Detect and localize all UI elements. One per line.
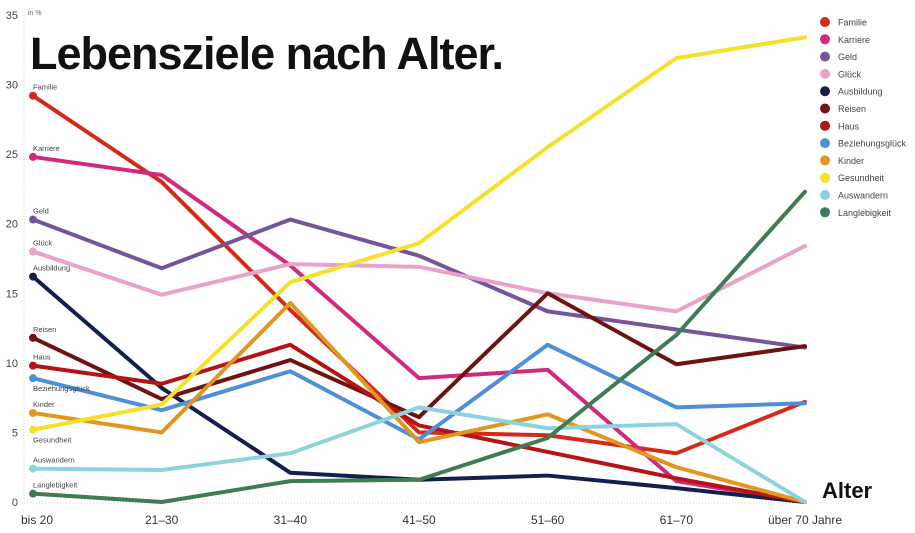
- series-start-point: [29, 272, 37, 281]
- legend-marker: [820, 86, 830, 97]
- legend-marker: [820, 34, 830, 45]
- series-line-langlebigkeit: [31, 189, 807, 504]
- x-tick-label: 21–30: [145, 513, 179, 527]
- y-axis-unit: in %: [28, 10, 42, 17]
- series-inline-label: Auswandern: [33, 456, 75, 465]
- series-inline-label: Glück: [33, 239, 52, 248]
- legend-marker: [820, 103, 830, 114]
- x-tick-label: über 70 Jahre: [768, 513, 842, 527]
- series-start-point: [29, 333, 37, 342]
- legend-label: Kinder: [838, 156, 864, 166]
- y-tick-label: 10: [6, 358, 18, 370]
- legend-marker: [820, 190, 830, 200]
- legend-marker: [820, 51, 830, 62]
- series-start-point: [29, 425, 37, 434]
- series-inline-label: Reisen: [33, 325, 56, 334]
- x-tick-label: 51–60: [531, 513, 565, 527]
- series-line-glück: [31, 243, 807, 314]
- x-axis-label: Alter: [822, 478, 873, 503]
- series-start-point: [29, 91, 37, 100]
- y-tick-label: 30: [6, 80, 18, 92]
- series-start-point: [29, 489, 37, 498]
- legend-marker: [820, 17, 830, 27]
- y-tick-label: 35: [6, 10, 18, 22]
- legend-label: Glück: [838, 69, 862, 79]
- series-inline-label: Familie: [33, 83, 57, 92]
- legend-label: Karriere: [838, 35, 870, 45]
- legend-marker: [820, 68, 830, 79]
- y-tick-label: 15: [6, 288, 18, 300]
- series-inline-label: Beziehungsglück: [33, 384, 90, 393]
- x-tick-label: 61–70: [660, 513, 694, 527]
- legend-marker: [820, 155, 830, 166]
- series-inline-label: Kinder: [33, 400, 55, 409]
- legend-label: Geld: [838, 52, 857, 62]
- x-tick-label: 31–40: [274, 513, 308, 527]
- legend-marker: [820, 207, 830, 218]
- legend-label: Langlebigkeit: [838, 208, 892, 218]
- y-tick-label: 0: [12, 497, 18, 509]
- series-inline-label: Ausbildung: [33, 264, 70, 273]
- series-line-familie: [31, 93, 807, 456]
- legend-label: Ausbildung: [838, 87, 883, 97]
- series-line-karriere: [31, 154, 807, 504]
- legend-marker: [820, 120, 830, 131]
- series-inline-label: Geld: [33, 207, 49, 216]
- y-tick-label: 5: [12, 427, 18, 439]
- legend-label: Haus: [838, 121, 860, 131]
- legend-label: Familie: [838, 18, 867, 28]
- legend-label: Beziehungsglück: [838, 139, 907, 149]
- x-tick-label: 41–50: [402, 513, 436, 527]
- y-tick-label: 25: [6, 149, 18, 161]
- series-start-point: [29, 215, 37, 224]
- series-start-point: [29, 464, 37, 473]
- series-line-auswandern: [31, 405, 807, 504]
- series-start-point: [29, 408, 37, 417]
- series-inline-label: Langlebigkeit: [33, 481, 78, 490]
- series-start-point: [29, 152, 37, 161]
- legend-marker: [820, 138, 830, 149]
- chart-title: Lebensziele nach Alter.: [30, 28, 504, 79]
- series-inline-label: Haus: [33, 353, 51, 362]
- series-line-geld: [31, 217, 807, 350]
- series-start-point: [29, 361, 37, 370]
- series-line-haus: [31, 342, 807, 504]
- y-tick-label: 20: [6, 219, 18, 231]
- legend-label: Auswandern: [838, 191, 888, 201]
- series-inline-label: Gesundheit: [33, 436, 72, 445]
- series-line-gesundheit: [31, 35, 807, 432]
- series-start-point: [29, 247, 37, 256]
- legend-label: Reisen: [838, 104, 866, 114]
- series-start-point: [29, 374, 37, 383]
- series-inline-label: Karriere: [33, 144, 60, 153]
- series-line-kinder: [31, 301, 807, 504]
- series-line-reisen: [31, 291, 807, 420]
- legend-label: Gesundheit: [838, 173, 885, 183]
- x-tick-label: bis 20: [21, 513, 53, 527]
- legend-marker: [820, 172, 830, 183]
